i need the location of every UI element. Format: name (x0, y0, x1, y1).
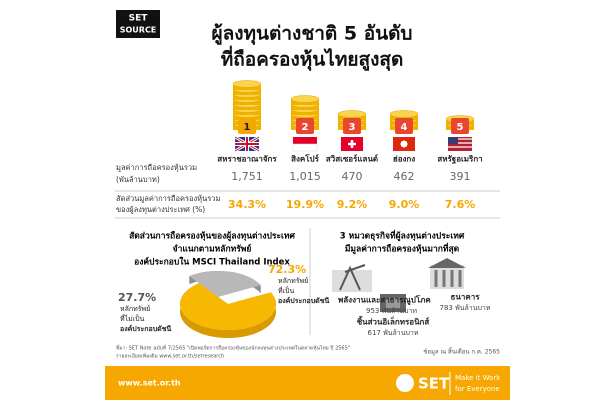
title: ผู้ลงทุนต่างชาติ 5 อันดับ (211, 23, 412, 46)
sector-value: 953 พันล้านบาท (366, 307, 417, 315)
share: 34.3% (228, 198, 266, 211)
icon-oil (332, 264, 372, 292)
value: 1,751 (231, 170, 263, 183)
sector-name: ธนาคาร (451, 293, 481, 302)
card (105, 0, 510, 410)
pie-slice-group (180, 283, 276, 339)
coin (232, 80, 262, 88)
rank: 1 (244, 122, 251, 133)
rank: 5 (457, 122, 464, 133)
rank: 3 (349, 122, 356, 133)
share: 7.6% (445, 198, 476, 211)
row-label: มูลค่าการถือครองหุ้นรวม (116, 163, 197, 172)
logo: SOURCE (120, 26, 157, 35)
slice-caption: ที่ไม่เป็น (120, 314, 145, 323)
website: www.set.or.th (118, 379, 181, 388)
value: 470 (342, 170, 363, 183)
source: ที่มา: SET Note ฉบับที่ 7/2565 "เปิดพอร์… (116, 345, 350, 352)
flag-us (448, 137, 472, 151)
coin (290, 95, 320, 103)
icon-chip (380, 294, 406, 312)
title: ที่ถือครองหุ้นไทยสูงสุด (221, 46, 404, 72)
value: 391 (450, 170, 471, 183)
country: สหรัฐอเมริกา (437, 155, 482, 165)
coin (389, 110, 419, 118)
date: ข้อมูล ณ สิ้นเดือน ก.ค. 2565 (423, 346, 500, 356)
share: 9.2% (337, 198, 368, 211)
country: สหราชอาณาจักร (217, 155, 277, 164)
more-info: รายละเอียดเพิ่มเติม www.set.or.th/setres… (116, 353, 224, 360)
flag-hk (393, 137, 415, 151)
slice-caption: องค์ประกอบดัชนี (120, 324, 171, 333)
value: 462 (394, 170, 415, 183)
coin (337, 110, 367, 118)
flag-sg (292, 137, 318, 152)
section-title: องค์ประกอบใน MSCI Thailand Index (134, 257, 290, 268)
footer-bar (105, 366, 510, 400)
slice-label: 72.3% (268, 263, 306, 276)
section-title: สัดส่วนการถือครองหุ้นของผู้ลงทุนต่างประเ… (129, 231, 295, 242)
country: สิงคโปร์ (291, 154, 320, 164)
pie-slice-group (189, 271, 261, 297)
share: 9.0% (389, 198, 420, 211)
rank: 2 (302, 122, 309, 133)
slice-caption: หลักทรัพย์ (278, 277, 308, 285)
rank-badge (296, 118, 314, 134)
rank-badge (395, 118, 413, 134)
row-label: (พันล้านบาท) (116, 175, 160, 184)
slice-caption: องค์ประกอบดัชนี (278, 296, 329, 305)
pie-slice (180, 283, 276, 331)
slogan: for Everyone (455, 385, 500, 393)
rank-badge (343, 118, 361, 134)
country: ฮ่องกง (393, 155, 415, 164)
slogan: Make it Work (455, 374, 501, 382)
section-title: จำแนกตามหลักทรัพย์ (173, 244, 252, 255)
flag-uk (234, 135, 260, 153)
share: 19.9% (286, 198, 324, 211)
brand-icon (396, 374, 414, 392)
pie-slice (189, 271, 261, 297)
slice-caption: ที่เป็น (278, 286, 294, 295)
section-title: มีมูลค่าการถือครองหุ้นมากที่สุด (345, 242, 460, 255)
brand: SET (418, 375, 450, 393)
icon-bank (428, 258, 466, 289)
rank-badge (238, 118, 256, 134)
section-title: 3 หมวดธุรกิจที่ผู้ลงทุนต่างประเทศ (340, 229, 465, 242)
sector-name: พลังงานและสาธารณูปโภค (338, 295, 431, 306)
rank-badge (451, 118, 469, 134)
row-label: ของผู้ลงทุนต่างประเทศ (%) (116, 205, 205, 214)
row-label: สัดส่วนมูลค่าการถือครองหุ้นรวม (116, 194, 220, 203)
country: สวิสเซอร์แลนด์ (326, 154, 378, 164)
sector-name: ชิ้นส่วนอิเล็กทรอนิกส์ (357, 316, 430, 327)
flag-ch (341, 137, 363, 151)
rank: 4 (401, 122, 408, 133)
slice-caption: หลักทรัพย์ (120, 305, 150, 313)
logo: SET (129, 14, 149, 24)
logo-box (116, 10, 160, 38)
slice-label: 27.7% (118, 291, 156, 304)
value: 1,015 (289, 170, 321, 183)
sector-value: 783 พันล้านบาท (440, 304, 491, 312)
sector-value: 617 พันล้านบาท (368, 329, 419, 337)
